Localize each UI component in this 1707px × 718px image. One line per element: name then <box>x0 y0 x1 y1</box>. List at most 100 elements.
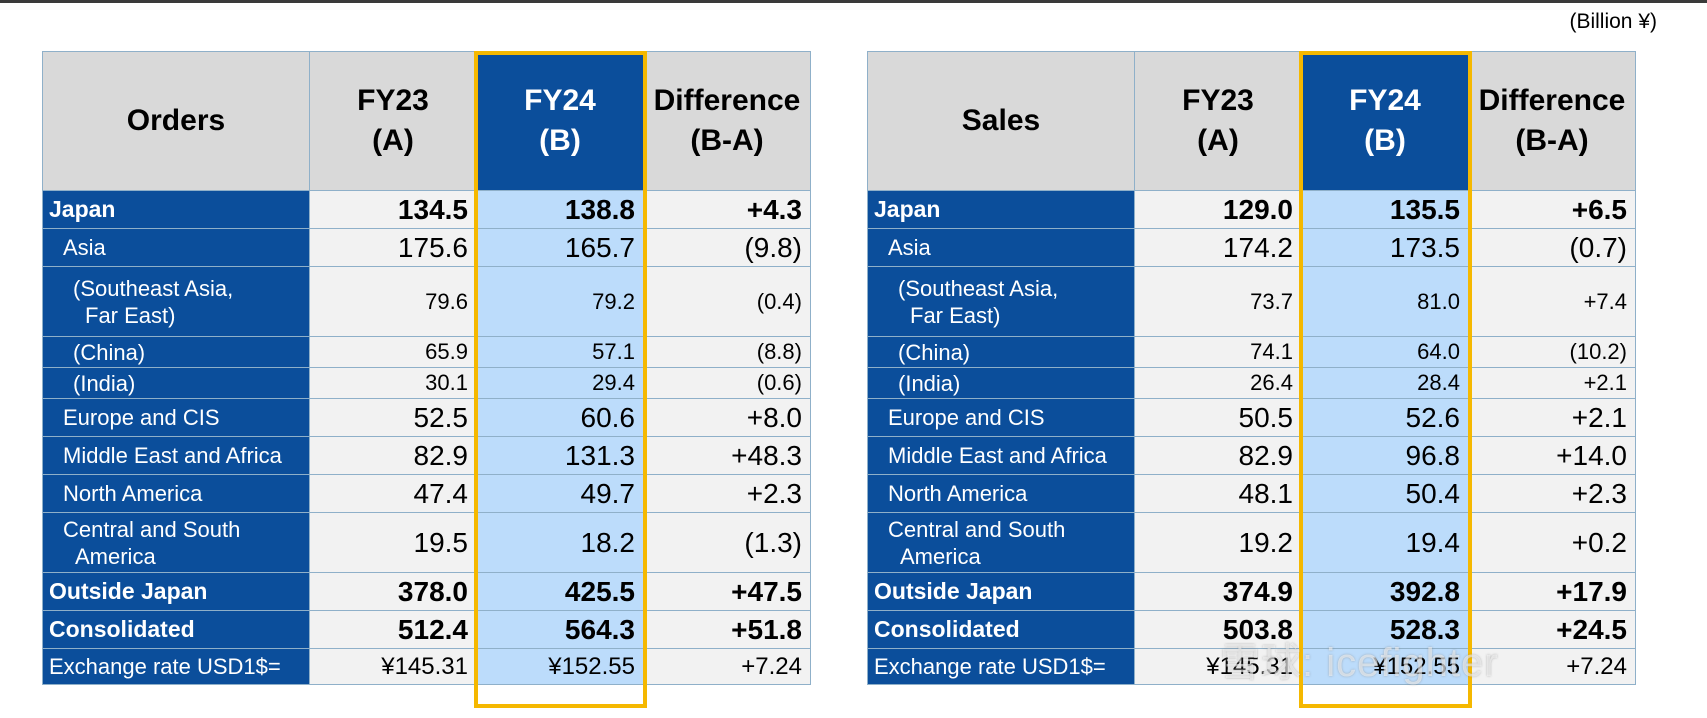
sales-header-row: Sales FY23 (A) FY24 (B) Difference (B-A) <box>867 51 1636 191</box>
sales-cell-diff: +14.0 <box>1468 436 1636 475</box>
orders-header-fy23: FY23 (A) <box>309 51 477 191</box>
orders-header-fy24: FY24 (B) <box>476 51 644 191</box>
orders-cell-diff: +8.0 <box>643 398 811 437</box>
orders-header-diff-line1: Difference <box>653 84 801 117</box>
orders-cell-fy24: 29.4 <box>476 367 644 399</box>
sales-cell-diff: +2.3 <box>1468 474 1636 513</box>
sales-row-label-text: America <box>900 543 981 569</box>
orders-row: North America 47.4 49.7 +2.3 <box>42 474 811 513</box>
orders-row: Outside Japan 378.0 425.5 +47.5 <box>42 572 811 611</box>
sales-cell-fy24: 81.0 <box>1301 266 1469 337</box>
orders-row-label: Japan <box>42 190 310 229</box>
sales-cell-fy24: 19.4 <box>1301 512 1469 573</box>
sales-row-label: (Southeast Asia, Far East) <box>867 266 1135 337</box>
orders-row-label-text: Consolidated <box>49 616 195 642</box>
sales-cell-fy24: 392.8 <box>1301 572 1469 611</box>
sales-row-label-text: (Southeast Asia, <box>898 275 1059 301</box>
sales-row-label-text: Exchange rate USD1$= <box>874 654 1106 679</box>
orders-header-fy23-line1: FY23 <box>357 84 429 117</box>
orders-cell-fy24: 138.8 <box>476 190 644 229</box>
sales-row-label-text: Consolidated <box>874 616 1020 642</box>
orders-cell-diff: (1.3) <box>643 512 811 573</box>
sales-cell-fy24: 96.8 <box>1301 436 1469 475</box>
orders-cell-diff: (8.8) <box>643 336 811 368</box>
sales-header-fy23-line1: FY23 <box>1182 84 1254 117</box>
orders-cell-fy23: 65.9 <box>309 336 477 368</box>
orders-row-label: (China) <box>42 336 310 368</box>
orders-cell-fy24: ¥152.55 <box>476 648 644 685</box>
orders-cell-fy23: 82.9 <box>309 436 477 475</box>
orders-cell-diff: +47.5 <box>643 572 811 611</box>
sales-row-label: North America <box>867 474 1135 513</box>
orders-cell-fy24: 79.2 <box>476 266 644 337</box>
orders-cell-fy23: 79.6 <box>309 266 477 337</box>
sales-row-label-text: (China) <box>898 339 971 365</box>
sales-row-label: (China) <box>867 336 1135 368</box>
sales-row: North America 48.1 50.4 +2.3 <box>867 474 1636 513</box>
orders-cell-fy23: 47.4 <box>309 474 477 513</box>
sales-header-fy23-line2: (A) <box>1197 124 1239 157</box>
orders-row-label: (India) <box>42 367 310 399</box>
orders-cell-fy24: 49.7 <box>476 474 644 513</box>
orders-row: Middle East and Africa 82.9 131.3 +48.3 <box>42 436 811 475</box>
orders-cell-fy23: 30.1 <box>309 367 477 399</box>
orders-row-label-text: Exchange rate USD1$= <box>49 654 281 679</box>
orders-row-label-text: (Southeast Asia, <box>73 275 234 301</box>
sales-row: Europe and CIS 50.5 52.6 +2.1 <box>867 398 1636 437</box>
sales-header-diff-line2: (B-A) <box>1515 124 1589 157</box>
sales-cell-fy23: 174.2 <box>1134 228 1302 267</box>
sales-row-label: Outside Japan <box>867 572 1135 611</box>
sales-cell-diff: +7.24 <box>1468 648 1636 685</box>
sales-row: Asia 174.2 173.5 (0.7) <box>867 228 1636 267</box>
orders-cell-fy24: 60.6 <box>476 398 644 437</box>
sales-cell-fy24: 173.5 <box>1301 228 1469 267</box>
sales-cell-fy24: 28.4 <box>1301 367 1469 399</box>
orders-cell-diff: +48.3 <box>643 436 811 475</box>
sales-row: Outside Japan 374.9 392.8 +17.9 <box>867 572 1636 611</box>
orders-header-diff: Difference (B-A) <box>643 51 811 191</box>
orders-header-title: Orders <box>42 51 310 191</box>
orders-row-label-text: Outside Japan <box>49 578 208 604</box>
sales-row: Consolidated 503.8 528.3 +24.5 <box>867 610 1636 649</box>
orders-header-fy24-line2: (B) <box>539 124 581 157</box>
sales-cell-diff: (0.7) <box>1468 228 1636 267</box>
orders-cell-diff: +51.8 <box>643 610 811 649</box>
sales-row-label-text: Far East) <box>910 302 1001 328</box>
sales-row-label-text: (India) <box>898 370 961 396</box>
orders-row-label: Europe and CIS <box>42 398 310 437</box>
sales-row-label-text: Middle East and Africa <box>888 443 1107 468</box>
orders-cell-fy24: 425.5 <box>476 572 644 611</box>
sales-cell-fy23: 129.0 <box>1134 190 1302 229</box>
sales-cell-fy24: 52.6 <box>1301 398 1469 437</box>
sales-header-diff: Difference (B-A) <box>1468 51 1636 191</box>
orders-cell-fy24: 564.3 <box>476 610 644 649</box>
orders-cell-fy23: 19.5 <box>309 512 477 573</box>
sales-cell-diff: +17.9 <box>1468 572 1636 611</box>
sales-row-label-text: Asia <box>888 235 931 260</box>
sales-row-label-text: Outside Japan <box>874 578 1033 604</box>
orders-row-label-text: Japan <box>49 196 116 222</box>
sales-row-label-text: Central and South <box>888 516 1066 542</box>
sales-row-label: Exchange rate USD1$= <box>867 648 1135 685</box>
orders-header-title-text: Orders <box>126 104 226 137</box>
orders-row-label-text: Central and South <box>63 516 241 542</box>
sales-header-fy23: FY23 (A) <box>1134 51 1302 191</box>
orders-cell-diff: (0.6) <box>643 367 811 399</box>
orders-row: Central and South America 19.5 18.2 (1.3) <box>42 512 811 573</box>
orders-cell-diff: +7.24 <box>643 648 811 685</box>
orders-header-fy23-line2: (A) <box>372 124 414 157</box>
orders-row: Europe and CIS 52.5 60.6 +8.0 <box>42 398 811 437</box>
sales-row-label: Asia <box>867 228 1135 267</box>
orders-row-label-text: Asia <box>63 235 106 260</box>
sales-cell-fy23: 19.2 <box>1134 512 1302 573</box>
orders-cell-fy24: 57.1 <box>476 336 644 368</box>
sales-cell-fy23: 48.1 <box>1134 474 1302 513</box>
orders-row-label-text: North America <box>63 481 203 506</box>
orders-cell-fy23: 134.5 <box>309 190 477 229</box>
sales-cell-diff: +24.5 <box>1468 610 1636 649</box>
sales-cell-diff: +7.4 <box>1468 266 1636 337</box>
sales-cell-fy24: 64.0 <box>1301 336 1469 368</box>
sales-row-label: (India) <box>867 367 1135 399</box>
orders-row: Exchange rate USD1$= ¥145.31 ¥152.55 +7.24 <box>42 648 811 685</box>
sales-table: Sales FY23 (A) FY24 (B) Difference (B-A)… <box>867 51 1636 685</box>
